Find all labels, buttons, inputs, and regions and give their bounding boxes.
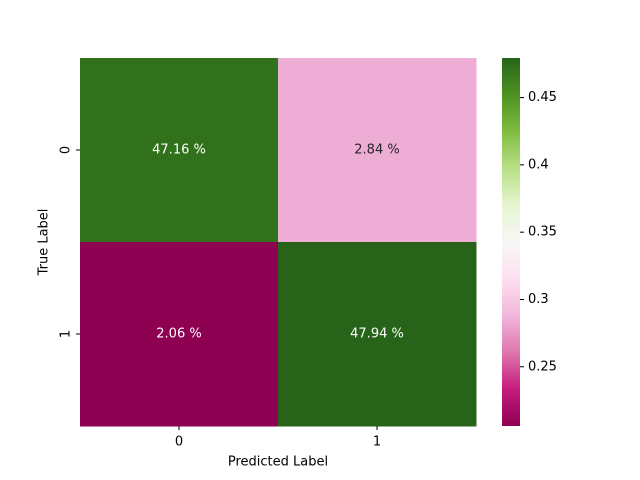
heatmap-cell <box>278 58 477 243</box>
cell-label: 2.84 % <box>354 143 399 158</box>
colorbar-tick-label: 0.25 <box>528 359 557 374</box>
colorbar-tick-label: 0.45 <box>528 90 557 105</box>
colorbar-tick-label: 0.4 <box>528 157 549 172</box>
y-axis-label: True Label <box>37 209 52 277</box>
colorbar-tick-label: 0.3 <box>528 292 549 307</box>
x-tick-label: 1 <box>373 435 381 450</box>
cell-label: 47.16 % <box>152 143 206 158</box>
heatmap-cell <box>80 58 279 243</box>
colorbar-tick-label: 0.35 <box>528 225 557 240</box>
cell-label: 47.94 % <box>350 327 404 342</box>
heatmap-cell <box>80 242 279 427</box>
heatmap-cell <box>278 242 477 427</box>
colorbar <box>502 58 520 426</box>
x-axis-label: Predicted Label <box>228 455 328 470</box>
y-tick-label: 0 <box>59 146 74 154</box>
x-tick-label: 0 <box>175 435 183 450</box>
y-tick-label: 1 <box>59 330 74 338</box>
cell-label: 2.06 % <box>156 327 201 342</box>
